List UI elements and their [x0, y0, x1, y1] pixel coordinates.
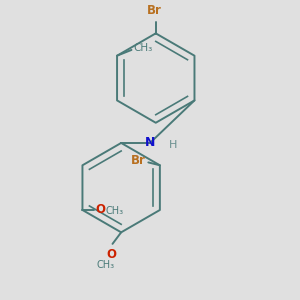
Text: H: H	[169, 140, 177, 150]
Text: N: N	[145, 136, 155, 149]
Text: O: O	[106, 248, 116, 261]
Text: CH₃: CH₃	[106, 206, 124, 216]
Text: Br: Br	[147, 4, 162, 17]
Text: Br: Br	[130, 154, 146, 167]
Text: CH₃: CH₃	[133, 44, 152, 53]
Text: O: O	[95, 203, 105, 217]
Text: CH₃: CH₃	[96, 260, 114, 270]
